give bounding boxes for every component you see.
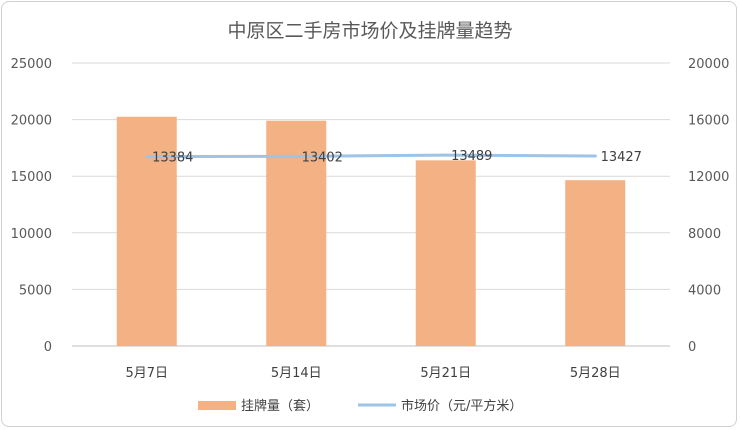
- category-label: 5月14日: [271, 366, 322, 381]
- left-tick-label: 5000: [19, 283, 52, 298]
- right-tick-label: 16000: [688, 114, 729, 129]
- category-label: 5月21日: [420, 366, 471, 381]
- line-series: [145, 153, 597, 159]
- data-label: 13402: [302, 150, 343, 165]
- price-line: [145, 153, 597, 159]
- bar: [116, 116, 177, 347]
- left-tick-label: 10000: [11, 227, 52, 242]
- price-point: [444, 153, 448, 157]
- right-tick-label: 4000: [688, 283, 721, 298]
- right-tick-label: 8000: [688, 227, 721, 242]
- bar-series: [116, 116, 626, 347]
- legend: 挂牌量（套） 市场价（元/平方米）: [198, 398, 522, 414]
- bar: [415, 160, 476, 346]
- price-point: [145, 155, 149, 159]
- data-labels: 13384 13402 13489 13427: [152, 149, 642, 165]
- right-axis-ticks: 0 4000 8000 12000 16000 20000: [688, 57, 729, 355]
- right-tick-label: 12000: [688, 170, 729, 185]
- left-tick-label: 20000: [11, 114, 52, 129]
- bar: [565, 180, 626, 346]
- data-label: 13489: [451, 149, 492, 164]
- data-label: 13384: [152, 151, 193, 166]
- data-label: 13427: [601, 150, 642, 165]
- category-label: 5月28日: [570, 366, 621, 381]
- x-axis-categories: 5月7日 5月14日 5月21日 5月28日: [125, 366, 620, 381]
- legend-label-listings: 挂牌量（套）: [241, 398, 319, 414]
- legend-swatch-listings: [198, 401, 236, 410]
- bar: [266, 120, 327, 347]
- price-point: [593, 154, 597, 158]
- left-tick-label: 15000: [11, 170, 52, 185]
- right-tick-label: 0: [688, 340, 696, 355]
- price-point: [294, 154, 298, 158]
- category-label: 5月7日: [125, 366, 168, 381]
- left-tick-label: 0: [44, 340, 52, 355]
- legend-label-price: 市场价（元/平方米）: [401, 398, 522, 414]
- left-tick-label: 25000: [11, 57, 52, 72]
- chart-title: 中原区二手房市场价及挂牌量趋势: [227, 20, 512, 42]
- right-tick-label: 20000: [688, 57, 729, 72]
- left-axis-ticks: 0 5000 10000 15000 20000 25000: [11, 57, 52, 355]
